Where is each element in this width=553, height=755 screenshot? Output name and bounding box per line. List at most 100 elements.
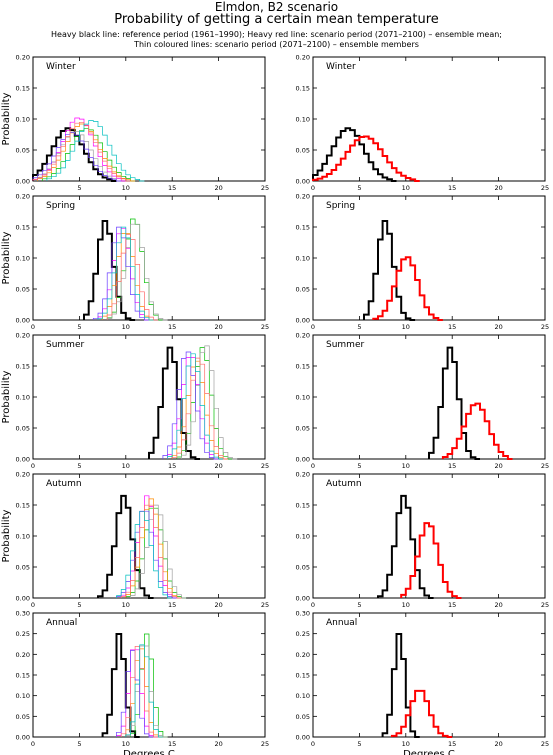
series-reference <box>381 633 420 738</box>
y-tick-label: 0.20 <box>296 471 310 479</box>
panel-spring-right: 0.00 0.05 0.10 0.15 0.20 0 5 10 15 20 25 Spring <box>296 193 550 332</box>
x-tick-label: 15 <box>448 184 456 192</box>
plot-frame <box>312 195 546 321</box>
x-tick-label: 20 <box>214 323 222 331</box>
plot-frame <box>312 56 546 182</box>
series-reference <box>97 494 154 599</box>
y-tick-label: 0.05 <box>16 564 30 572</box>
plot-frame <box>32 334 266 460</box>
x-tick-label: 10 <box>402 462 410 470</box>
panel-title: Annual <box>46 618 77 628</box>
y-tick-label: 0.25 <box>296 630 310 638</box>
panel-title: Winter <box>326 62 356 72</box>
y-tick-label: 0.05 <box>296 564 310 572</box>
x-tick-label: 0 <box>31 740 35 748</box>
x-tick-label: 5 <box>357 740 361 748</box>
x-tick-label: 20 <box>494 184 502 192</box>
y-tick-label: 0.15 <box>16 224 30 232</box>
y-tick-label: 0.15 <box>16 672 30 680</box>
series-ensemble-member <box>116 510 177 599</box>
series-ensemble-member <box>32 121 131 182</box>
x-tick-label: 5 <box>77 740 81 748</box>
panel-spring-left: 0.00 0.05 0.10 0.15 0.20 0 5 10 15 20 25 Spring Prob… <box>1 193 269 332</box>
y-tick-label: 0.20 <box>16 651 30 659</box>
y-tick-label: 0.15 <box>16 502 30 510</box>
y-tick-label: 0.10 <box>16 692 30 700</box>
x-tick-label: 15 <box>448 462 456 470</box>
y-tick-label: 0.10 <box>16 394 30 402</box>
y-tick-label: 0.30 <box>296 610 310 618</box>
y-tick-label: 0.15 <box>296 502 310 510</box>
y-tick-label: 0.20 <box>16 193 30 201</box>
series-reference <box>428 346 480 460</box>
series-reference <box>312 127 397 182</box>
x-tick-label: 20 <box>214 462 222 470</box>
y-tick-label: 0.10 <box>296 255 310 263</box>
chart-title: Elmdon, B2 scenario <box>214 0 339 14</box>
series-ensemble-member <box>171 357 228 460</box>
x-tick-label: 0 <box>311 184 315 192</box>
x-tick-label: 10 <box>402 184 410 192</box>
y-tick-label: 0.10 <box>296 394 310 402</box>
x-tick-label: 5 <box>357 462 361 470</box>
panel-title: Winter <box>46 62 76 72</box>
series-ensemble-member <box>125 645 168 738</box>
y-tick-label: 0.10 <box>16 255 30 263</box>
series-ensemble-member <box>32 132 122 182</box>
panel-title: Autumn <box>46 479 82 489</box>
panel-winter-right: 0.00 0.05 0.10 0.15 0.20 0 5 10 15 20 25 Winter <box>296 54 550 193</box>
x-tick-label: 10 <box>402 740 410 748</box>
series-ensemble-member <box>116 649 159 738</box>
y-tick-label: 0.15 <box>296 672 310 680</box>
x-tick-label: 25 <box>541 601 549 609</box>
x-tick-label: 25 <box>541 462 549 470</box>
panel-annual-right: 0.00 0.05 0.10 0.15 0.20 0.25 0.30 0 5 10 15 20 25 An… <box>296 610 550 755</box>
x-tick-label: 25 <box>261 740 269 748</box>
y-tick-label: 0.00 <box>296 456 310 464</box>
series-ensemble-mean <box>400 522 462 599</box>
x-tick-label: 10 <box>402 323 410 331</box>
x-tick-label: 0 <box>311 740 315 748</box>
x-tick-label: 20 <box>494 462 502 470</box>
series-ensemble-member <box>181 345 238 460</box>
y-tick-label: 0.00 <box>16 734 30 742</box>
y-tick-label: 0.05 <box>16 286 30 294</box>
series-ensemble-mean <box>312 135 420 182</box>
x-tick-label: 5 <box>357 601 361 609</box>
x-tick-label: 15 <box>168 462 176 470</box>
series-ensemble-member <box>125 644 163 738</box>
x-tick-label: 25 <box>261 601 269 609</box>
series-ensemble-member <box>167 353 224 460</box>
plot-frame <box>312 334 546 460</box>
x-tick-label: 25 <box>541 184 549 192</box>
series-ensemble-member <box>162 351 219 460</box>
plot-frame <box>32 56 266 182</box>
x-tick-label: 20 <box>494 601 502 609</box>
x-tick-label: 5 <box>357 323 361 331</box>
x-tick-label: 10 <box>122 601 130 609</box>
panel-title: Summer <box>326 340 364 350</box>
series-ensemble-mean <box>390 689 453 738</box>
y-tick-label: 0.20 <box>16 332 30 340</box>
x-tick-label: 15 <box>448 601 456 609</box>
y-tick-label: 0.00 <box>296 317 310 325</box>
series-reference <box>101 633 140 738</box>
series-ensemble-member <box>167 357 219 460</box>
panel-title: Spring <box>46 201 75 211</box>
y-tick-label: 0.00 <box>16 178 30 186</box>
x-axis-label: Degrees C <box>123 749 175 755</box>
y-tick-label: 0.00 <box>296 734 310 742</box>
x-tick-label: 15 <box>448 740 456 748</box>
x-tick-label: 25 <box>541 740 549 748</box>
panel-autumn-right: 0.00 0.05 0.10 0.15 0.20 0 5 10 15 20 25 Autumn <box>296 471 550 610</box>
y-tick-label: 0.20 <box>296 54 310 62</box>
panel-title: Autumn <box>326 479 362 489</box>
x-tick-label: 20 <box>214 601 222 609</box>
series-reference <box>363 220 416 321</box>
x-tick-label: 10 <box>122 184 130 192</box>
x-tick-label: 5 <box>77 184 81 192</box>
x-tick-label: 15 <box>168 740 176 748</box>
series-ensemble-member <box>130 504 187 599</box>
y-tick-label: 0.15 <box>296 363 310 371</box>
x-tick-label: 5 <box>357 184 361 192</box>
